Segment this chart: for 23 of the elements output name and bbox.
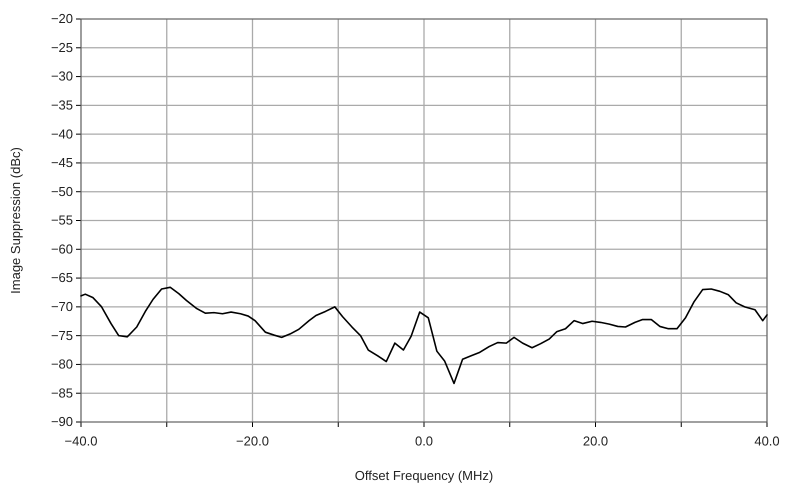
line-series xyxy=(80,286,768,384)
x-axis-title: Offset Frequency (MHz) xyxy=(354,468,494,483)
y-tick-label: −75 xyxy=(50,328,73,343)
y-tick-label: −70 xyxy=(50,299,73,314)
y-tick-label: −90 xyxy=(50,414,73,430)
y-tick-label: −65 xyxy=(50,270,73,286)
x-tick-label: 20.0 xyxy=(582,434,608,449)
x-tick-label: −40.0 xyxy=(64,434,98,449)
y-tick-label: −40 xyxy=(50,126,73,142)
y-tick-label: −35 xyxy=(50,98,73,113)
y-axis-title: Image Suppression (dBc) xyxy=(8,147,23,294)
y-tick-label: −45 xyxy=(50,155,73,170)
y-tick-label: −60 xyxy=(50,241,73,256)
y-tick-label: −50 xyxy=(50,184,73,199)
y-tick-label: −20 xyxy=(50,11,73,26)
y-tick-label: −85 xyxy=(50,385,73,400)
x-tick-label: 0.0 xyxy=(414,434,434,449)
y-tick-label: −55 xyxy=(50,212,73,228)
x-tick-label: −20.0 xyxy=(236,434,269,449)
y-tick-label: −80 xyxy=(50,356,73,372)
y-tick-label: −25 xyxy=(50,40,73,55)
y-tick-label: −30 xyxy=(50,68,73,84)
x-tick-label: 40.0 xyxy=(754,434,780,449)
